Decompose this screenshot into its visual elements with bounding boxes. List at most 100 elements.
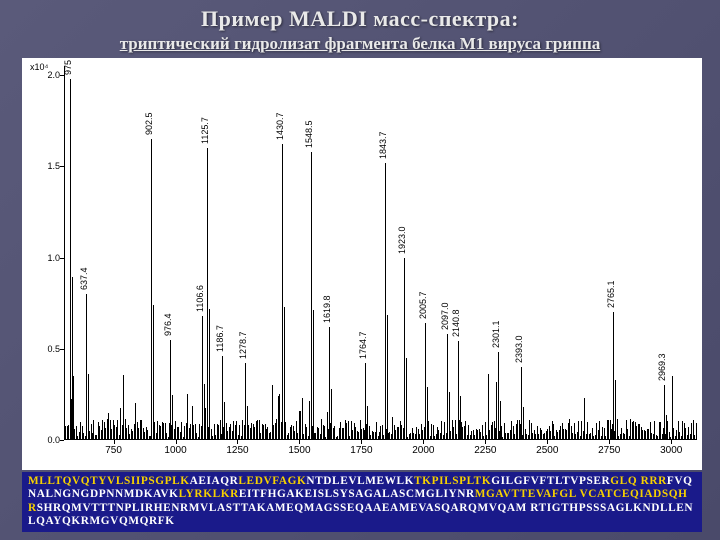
peak-isotope	[72, 277, 73, 440]
peak-label: 1430.7	[275, 113, 285, 141]
x-tick-label: 750	[105, 445, 122, 456]
x-tick-label: 1000	[164, 445, 186, 456]
peak-label: 1619.8	[322, 295, 332, 323]
peak-isotope	[224, 402, 225, 440]
x-tick-label: 3000	[660, 445, 682, 456]
x-tick-label: 2250	[474, 445, 496, 456]
page-title: Пример MALDI масс-спектра:	[0, 6, 720, 32]
peak-isotope	[615, 383, 616, 440]
peak	[425, 323, 426, 440]
peak	[151, 139, 152, 440]
sequence-highlighted: LYRKLKR	[179, 488, 239, 500]
y-tick	[60, 440, 64, 441]
y-tick-label: 1.0	[32, 253, 60, 263]
peak-isotope	[449, 392, 450, 440]
peak-isotope	[284, 307, 285, 440]
x-tick	[114, 440, 115, 444]
plot-area: 0.00.51.01.52.07501000125015001750200022…	[64, 66, 696, 440]
peak-isotope	[313, 310, 314, 440]
sequence-normal: GILGFVFTLTVPSER	[491, 475, 610, 487]
peak-label: 1186.7	[215, 325, 225, 352]
peak-label: 2097.0	[440, 303, 450, 331]
peak	[207, 148, 208, 440]
peak-label: 1106.6	[195, 285, 205, 312]
peak	[458, 341, 459, 440]
x-tick-label: 1750	[350, 445, 372, 456]
y-tick	[60, 75, 64, 76]
peak-label: 902.5	[144, 112, 154, 135]
peak	[70, 79, 71, 440]
x-tick	[299, 440, 300, 444]
sequence-normal: EITFHGAKEISLSYSAGALASCMGLIYNR	[239, 488, 475, 500]
y-tick	[60, 349, 64, 350]
slide: Пример MALDI масс-спектра: триптический …	[0, 0, 720, 540]
peak-isotope	[153, 305, 154, 440]
sequence-normal: NTDLEVLMEWLK	[306, 475, 414, 487]
peak-label: 1548.5	[304, 120, 314, 148]
peak-label: 1278.7	[238, 332, 248, 360]
x-tick-label: 2500	[536, 445, 558, 456]
y-tick-label: 0.5	[32, 344, 60, 354]
spectrum-chart: x10⁴ 0.00.51.01.52.075010001250150017502…	[22, 58, 702, 470]
peak-label: 976.4	[163, 313, 173, 336]
peak	[86, 294, 87, 440]
peak-label: 975	[63, 60, 73, 75]
peak-label: 1843.7	[378, 131, 388, 159]
peak-isotope	[331, 389, 332, 440]
x-tick-label: 1500	[288, 445, 310, 456]
peak-label: 637.4	[79, 268, 89, 291]
x-tick	[485, 440, 486, 444]
peak-label: 2765.1	[606, 281, 616, 309]
peak-isotope	[460, 396, 461, 440]
x-tick-label: 2000	[412, 445, 434, 456]
y-tick-label: 0.0	[32, 435, 60, 445]
peak-label: 1125.7	[200, 117, 210, 144]
peak-label: 1923.0	[397, 226, 407, 254]
peak-isotope	[387, 315, 388, 440]
peak-isotope	[172, 395, 173, 440]
peak-isotope	[406, 358, 407, 440]
y-axis	[64, 66, 65, 440]
x-tick	[547, 440, 548, 444]
peak	[385, 163, 386, 440]
sequence-highlighted: MLLTQVQTYVLSIIPSGPLK	[28, 475, 190, 487]
x-tick	[237, 440, 238, 444]
peak	[498, 352, 499, 440]
noise-bar	[696, 423, 697, 440]
peak-isotope	[523, 407, 524, 440]
peak	[664, 385, 665, 440]
peak-isotope	[427, 387, 428, 440]
sequence-highlighted: GLQ RRR	[610, 475, 667, 487]
x-tick-label: 1250	[226, 445, 248, 456]
peak	[404, 258, 405, 440]
x-tick	[423, 440, 424, 444]
peak	[222, 356, 223, 440]
peak	[329, 327, 330, 440]
peak-label: 1764.7	[358, 332, 368, 360]
x-tick-label: 2750	[598, 445, 620, 456]
x-tick	[609, 440, 610, 444]
y-tick	[60, 258, 64, 259]
peak	[311, 152, 312, 440]
x-tick	[361, 440, 362, 444]
protein-sequence: MLLTQVQTYVLSIIPSGPLKAEIAQRLEDVFAGKNTDLEV…	[28, 475, 696, 529]
peak-isotope	[204, 384, 205, 440]
peak	[282, 144, 283, 440]
peak-label: 2969.3	[657, 354, 667, 382]
peak-isotope	[209, 309, 210, 440]
peak-isotope	[247, 406, 248, 440]
sequence-box: MLLTQVQTYVLSIIPSGPLKAEIAQRLEDVFAGKNTDLEV…	[22, 472, 702, 532]
peak-label: 2140.8	[451, 310, 461, 338]
peak-label: 2301.1	[491, 321, 501, 349]
peak	[170, 340, 171, 440]
peak-isotope	[666, 415, 667, 440]
peak	[521, 367, 522, 440]
sequence-normal: SHRQMVTTTNPLIRHENRMVLASTTAKAMEQMAGSSEQAA…	[28, 502, 693, 527]
peak	[447, 334, 448, 440]
sequence-highlighted: TKPILSPLTK	[414, 475, 491, 487]
peak-isotope	[88, 374, 89, 440]
peak	[245, 363, 246, 440]
x-tick	[671, 440, 672, 444]
x-tick	[176, 440, 177, 444]
sequence-normal: AEIAQR	[190, 475, 239, 487]
